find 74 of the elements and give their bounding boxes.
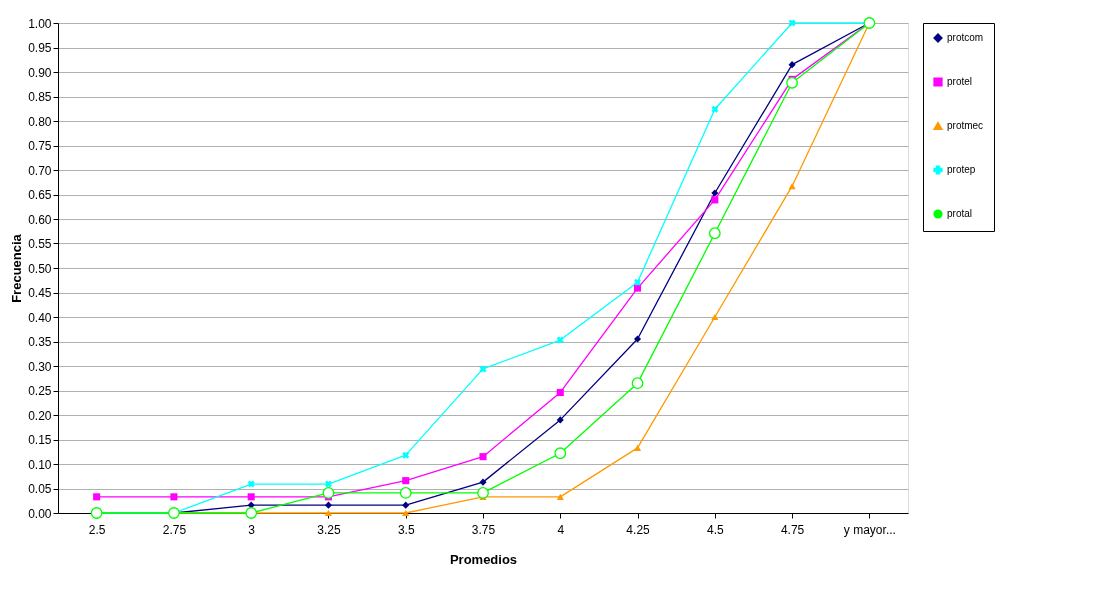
point [247, 480, 255, 488]
point [402, 501, 410, 509]
y-tick-label: 0.65 [28, 188, 52, 202]
point [711, 189, 719, 197]
y-tick-label: 0.95 [28, 41, 52, 55]
x-tick-label: 4.25 [626, 522, 651, 537]
y-tick-label: 0.60 [28, 212, 52, 227]
point [479, 478, 487, 486]
y-tick-label: 0.70 [28, 163, 52, 178]
y-tick-label: 0.20 [28, 408, 52, 423]
point [556, 388, 564, 396]
y-tick-label: 0.50 [28, 261, 52, 276]
legend-label: protel [947, 76, 973, 87]
point [556, 416, 564, 424]
y-tick-label: 0.10 [28, 457, 52, 472]
point [556, 493, 564, 500]
point [788, 61, 796, 69]
x-tick-label: 3.25 [317, 522, 341, 537]
point [786, 76, 798, 89]
point [322, 487, 335, 499]
point [634, 335, 642, 343]
point [711, 196, 719, 204]
point [247, 493, 255, 501]
x-tick-label: 4.75 [780, 522, 805, 537]
y-tick-label: 0.40 [28, 310, 52, 325]
legend-label: protep [947, 164, 976, 175]
point [634, 444, 642, 451]
y-tick-label: 0.90 [28, 65, 52, 80]
point [788, 19, 796, 27]
point [479, 365, 487, 373]
y-tick-label: 0.75 [28, 139, 52, 153]
y-axis-title: Frecuencia [9, 233, 25, 303]
point [324, 509, 332, 517]
x-axis-title: Promedios [449, 551, 518, 567]
point [634, 284, 642, 292]
point [93, 493, 101, 501]
point [170, 493, 178, 501]
y-tick-label: 1.00 [28, 16, 52, 31]
point [399, 487, 412, 499]
point [556, 336, 564, 344]
x-tick-label: 4.5 [706, 522, 724, 537]
x-tick-label: 3.75 [471, 522, 496, 537]
x-tick-label: 2.5 [88, 522, 106, 537]
y-tick-label: 0.25 [28, 384, 52, 398]
point [402, 451, 410, 459]
y-tick-label: 0.05 [28, 482, 52, 496]
point [554, 447, 567, 460]
point [708, 227, 721, 240]
point [631, 377, 644, 390]
legend-label: protal [947, 208, 973, 219]
y-tick-label: 0.15 [28, 433, 52, 447]
y-tick-label: 0.80 [28, 114, 52, 129]
point [324, 501, 332, 509]
y-tick-label: 0.55 [28, 237, 52, 251]
point [324, 480, 332, 488]
x-tick-label: 2.75 [162, 522, 187, 537]
point [711, 313, 719, 321]
point [477, 487, 489, 499]
point [402, 509, 410, 517]
legend-label: protcom [947, 32, 984, 43]
legend-label: protmec [947, 120, 984, 131]
x-tick-label: 3 [248, 522, 256, 537]
y-tick-label: 0.35 [28, 335, 52, 349]
y-tick-label: 0.45 [28, 286, 52, 300]
x-tick-label: y mayor... [843, 522, 896, 537]
y-tick-label: 0.30 [28, 359, 52, 374]
point [402, 477, 410, 485]
x-tick-label: 3.5 [397, 522, 415, 537]
point [634, 278, 642, 286]
point [711, 105, 719, 113]
y-tick-label: 0.85 [28, 90, 52, 104]
point [479, 453, 487, 461]
y-tick-label: 0.00 [28, 506, 52, 521]
x-tick-label: 4 [557, 522, 565, 537]
